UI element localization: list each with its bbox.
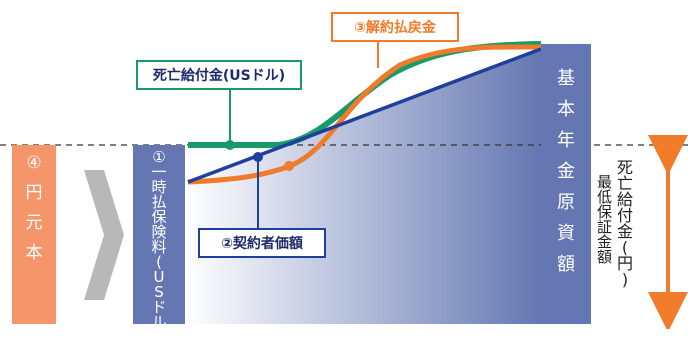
basic-annuity-amount-label: 基 本 年 金 原 資 額 (557, 68, 575, 275)
value-leader-dot (253, 152, 263, 162)
surrender-value-line (187, 44, 542, 185)
basic-annuity-amount-box: 基 本 年 金 原 資 額 (541, 44, 591, 324)
yen-principal-label: ④ 円 元 本 (25, 153, 43, 263)
contract-value-line (187, 47, 542, 184)
minimum-guaranteed-amount-label: 最 低 保 証 金 額 (597, 173, 613, 266)
surrender-value-callout: ③解約払戻金 (331, 12, 459, 42)
lump-sum-premium-box: ① 一 時 払 保 険 料 ( U S ド ル ) (133, 145, 185, 345)
surrender-value-label: ③解約払戻金 (354, 20, 436, 36)
contract-value-callout: ②契約者価額 (198, 228, 326, 258)
death-benefit-usd-label: 死亡給付金(USドル) (152, 68, 286, 84)
yen-principal-box: ④ 円 元 本 (12, 145, 56, 324)
death-benefit-usd-callout: 死亡給付金(USドル) (136, 60, 302, 90)
flow-chevron-icon (84, 170, 124, 300)
death-benefit-yen-label: 死 亡 給 付 金 ( 円 ) (617, 158, 634, 289)
contract-value-label: ②契約者価額 (221, 236, 303, 252)
lump-sum-premium-label: ① 一 時 払 保 険 料 ( U S ド ル ) (151, 148, 167, 346)
surrender-dot (284, 161, 294, 171)
death-leader-dot (225, 140, 235, 150)
